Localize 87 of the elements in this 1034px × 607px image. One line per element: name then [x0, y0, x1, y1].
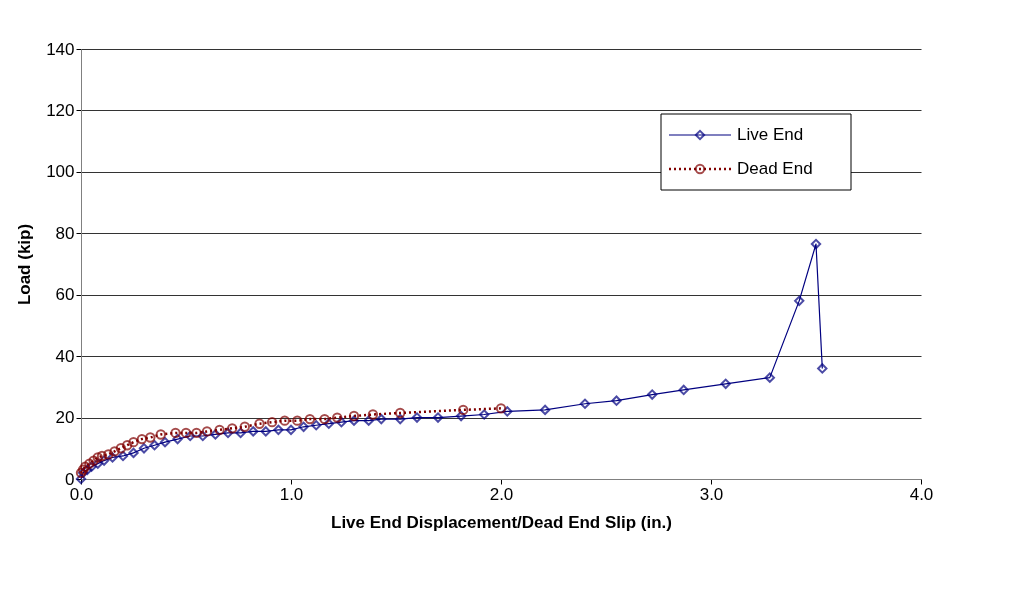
point [611, 395, 622, 406]
point [279, 415, 290, 426]
point [201, 426, 213, 437]
y-tick-label: 80 [55, 223, 75, 243]
point [239, 421, 250, 432]
point [319, 413, 330, 425]
point [155, 429, 166, 440]
point [285, 424, 297, 436]
point [172, 433, 183, 445]
point [432, 412, 444, 423]
x-tick-label: 2.0 [489, 484, 514, 504]
point [395, 413, 406, 425]
point [273, 424, 284, 436]
point [502, 406, 513, 417]
point [292, 415, 303, 426]
point [495, 403, 507, 414]
point [138, 443, 150, 454]
point [197, 430, 208, 442]
x-tick-label: 4.0 [909, 484, 934, 504]
y-axis-title: Load (kip) [15, 223, 35, 306]
point [254, 418, 265, 429]
point [128, 436, 139, 448]
point [817, 363, 828, 374]
point [332, 412, 343, 423]
point [395, 407, 406, 419]
point [810, 238, 822, 250]
y-tick-label: 20 [55, 408, 75, 428]
point [115, 443, 127, 454]
point [376, 413, 387, 425]
point [92, 452, 103, 463]
point [266, 417, 278, 428]
y-tick-label: 140 [46, 39, 75, 59]
point [103, 449, 114, 460]
point [107, 452, 118, 463]
point [185, 430, 196, 442]
point [128, 447, 139, 459]
point [98, 455, 110, 466]
point [180, 427, 192, 439]
point [311, 420, 322, 431]
point [191, 427, 202, 439]
point [539, 404, 551, 416]
point [149, 440, 160, 451]
y-tick-label: 40 [55, 346, 75, 366]
point [348, 410, 360, 422]
point [214, 424, 225, 436]
x-tick-label: 1.0 [279, 484, 304, 504]
point [348, 415, 360, 426]
y-tick-label: 100 [46, 162, 75, 182]
point [298, 421, 309, 432]
legend-label: Live End [737, 125, 804, 144]
point [96, 450, 108, 462]
point [363, 415, 374, 426]
y-tick-label: 120 [46, 100, 75, 120]
point [222, 427, 234, 439]
point [210, 429, 221, 440]
point [248, 426, 259, 437]
point [170, 427, 181, 439]
point [579, 398, 591, 409]
point [367, 409, 379, 420]
point [411, 412, 423, 423]
x-tick-label: 3.0 [699, 484, 724, 504]
y-tick-label: 60 [55, 285, 75, 305]
point [75, 473, 87, 485]
point [159, 436, 171, 448]
point [260, 426, 271, 437]
point [235, 427, 246, 439]
point [458, 404, 469, 416]
point [117, 450, 129, 462]
point [647, 389, 658, 400]
point [109, 446, 120, 457]
point [455, 410, 467, 422]
point [92, 458, 103, 469]
point [794, 295, 805, 307]
point [764, 372, 775, 383]
point [88, 455, 99, 466]
point [479, 409, 490, 420]
point [122, 440, 133, 451]
point [304, 413, 316, 425]
point [227, 423, 238, 434]
point [323, 418, 334, 429]
legend-label: Dead End [737, 159, 813, 178]
point [720, 378, 731, 389]
point [678, 384, 689, 396]
point [336, 417, 347, 428]
point [136, 433, 148, 445]
x-axis-title: Live End Displacement/Dead End Slip (in.) [330, 512, 673, 532]
point [145, 432, 156, 443]
